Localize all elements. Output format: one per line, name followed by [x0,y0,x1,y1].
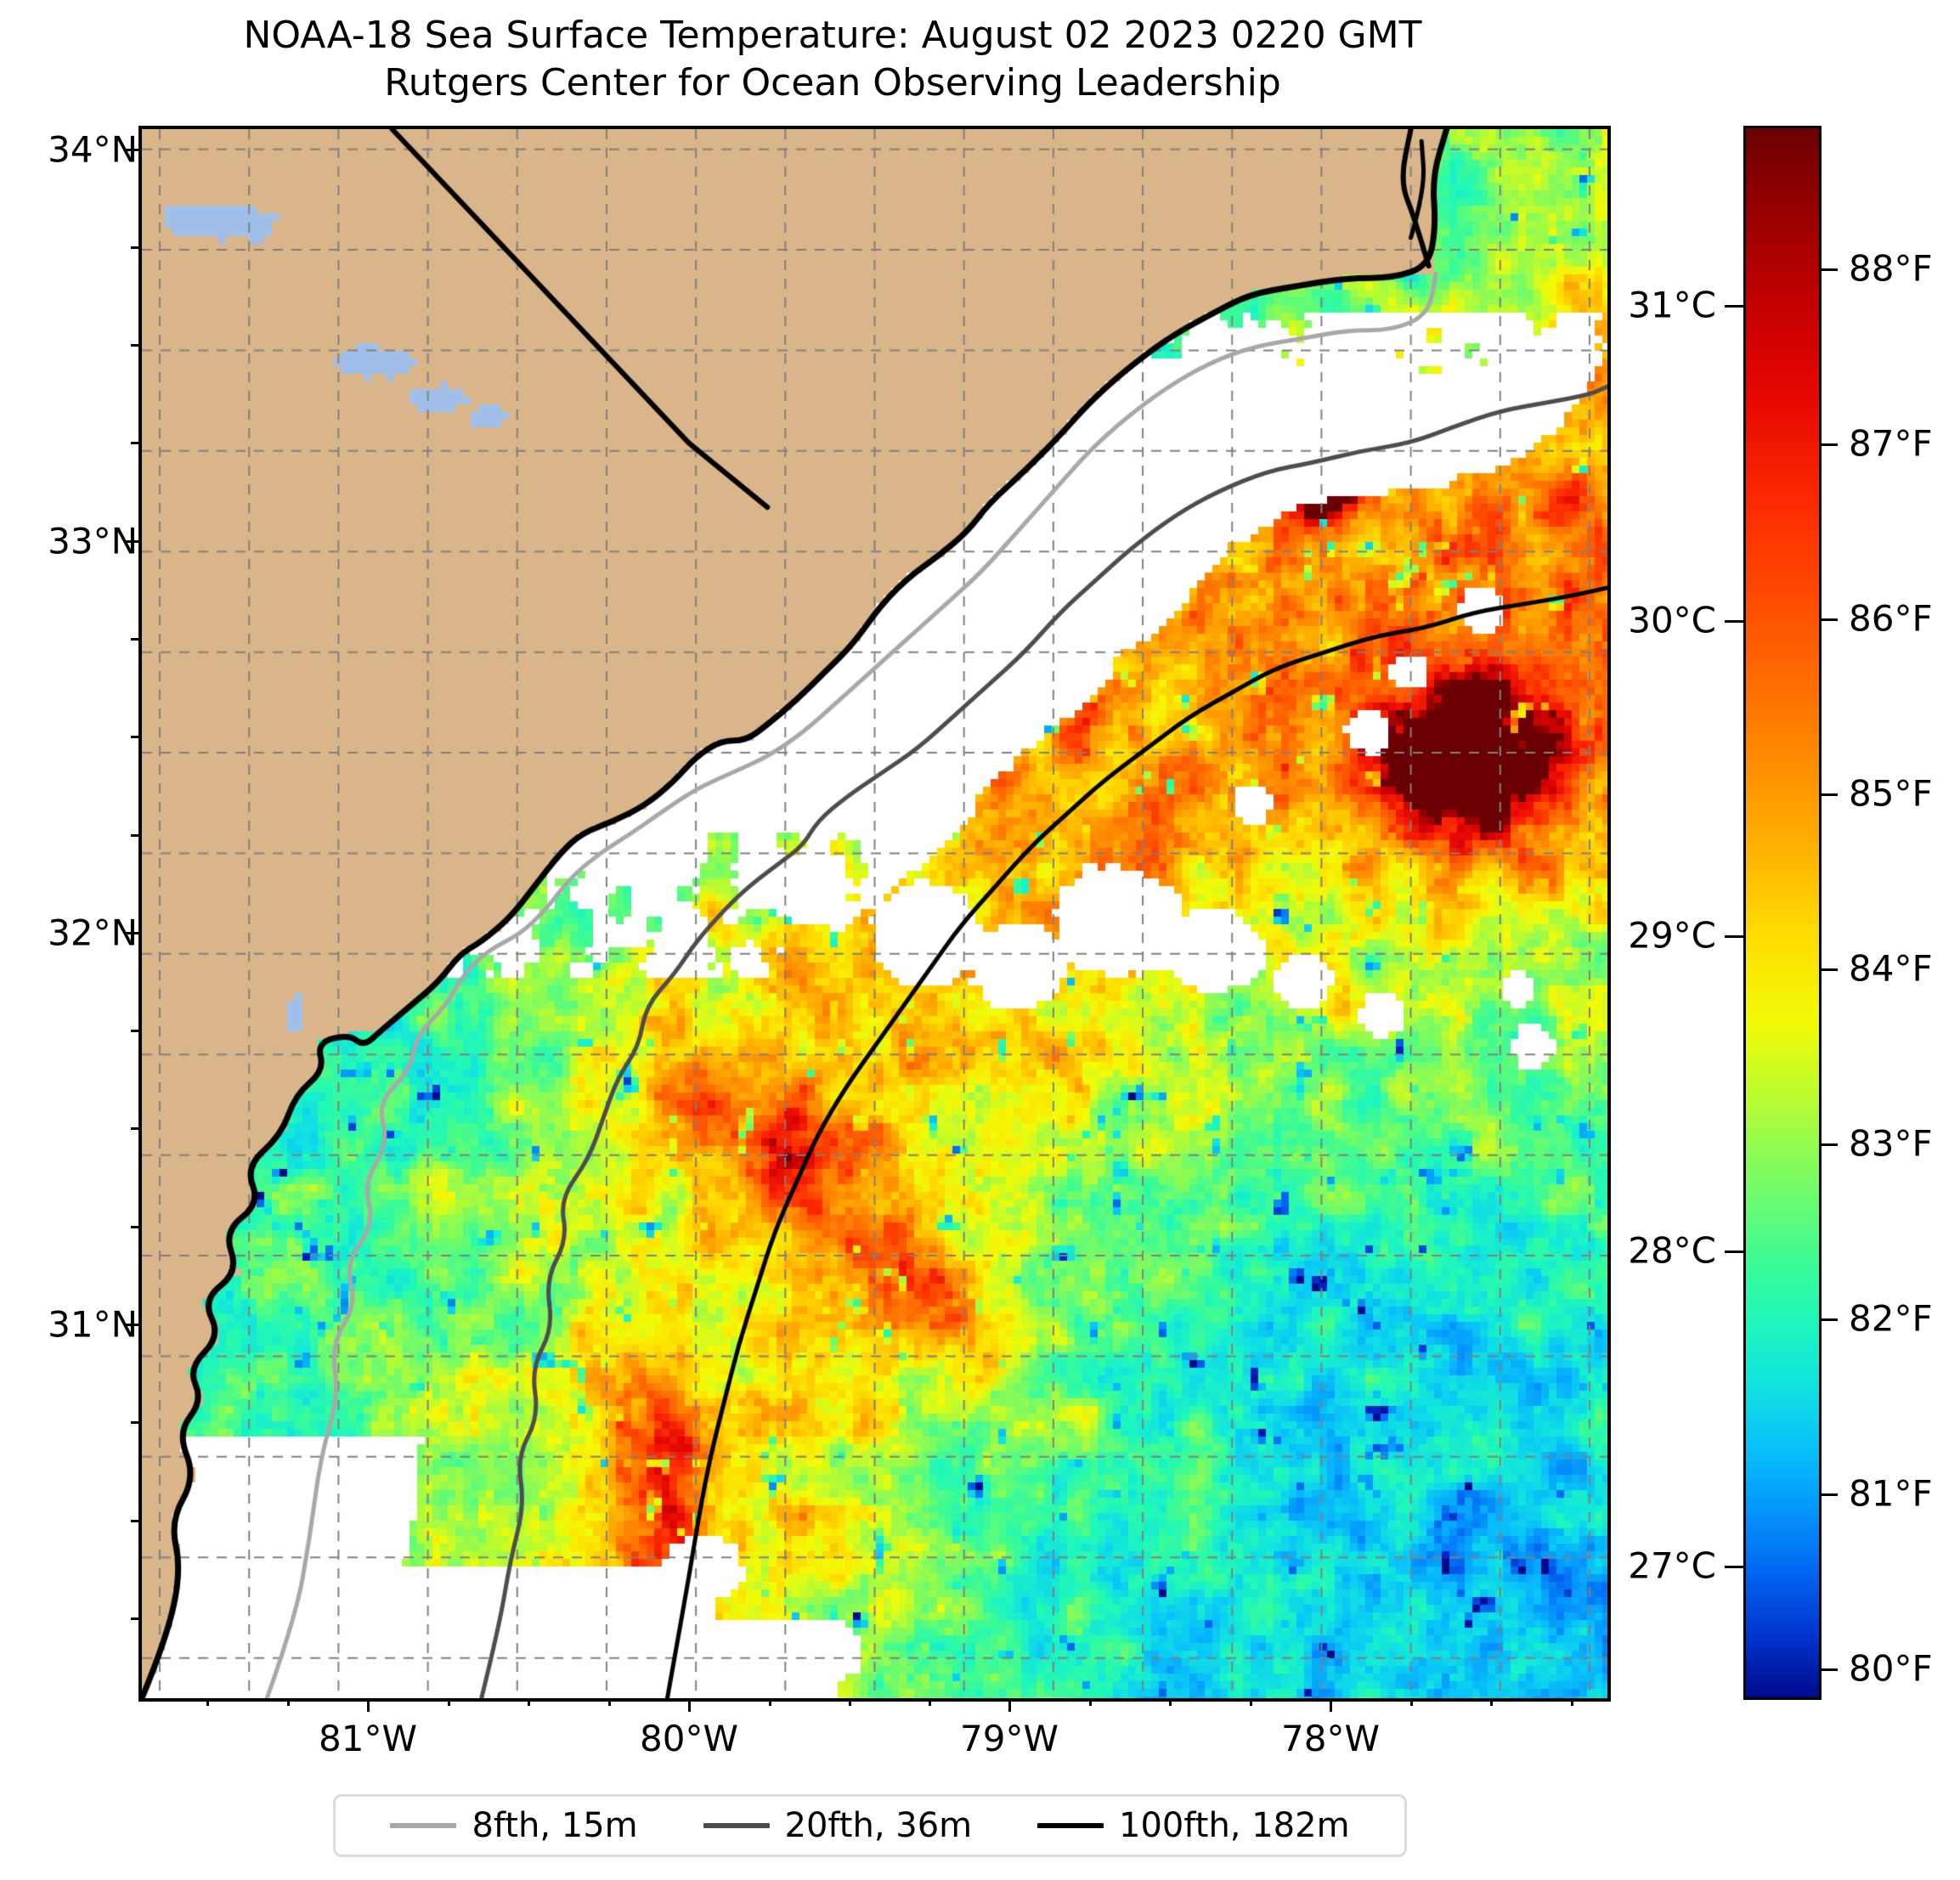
cb-label-81f: 81°F [1849,1472,1933,1515]
cb-tick-80f [1819,1668,1838,1671]
lon-tick-minor [206,1698,209,1706]
legend-item-20fth: 20fth, 36m [703,1806,973,1845]
isobath-legend: 8fth, 15m 20fth, 36m 100fth, 182m [333,1794,1407,1857]
lat-tick-minor [131,1030,138,1032]
lon-tick-minor [849,1698,851,1706]
lon-tick-78w [1330,1698,1332,1712]
legend-label-8fth: 8fth, 15m [472,1806,638,1845]
lat-tick-minor [131,1226,138,1228]
lon-tick-minor [287,1698,290,1706]
cb-label-82f: 82°F [1849,1297,1933,1340]
lat-tick-31n [125,1324,138,1326]
lon-tick-80w [688,1698,691,1712]
lat-tick-minor [131,638,138,641]
cb-label-80f: 80°F [1849,1647,1933,1690]
cb-label-29c: 29°C [1628,914,1716,957]
lat-tick-minor [131,246,138,249]
cb-label-83f: 83°F [1849,1122,1933,1165]
lat-tick-33n [125,540,138,543]
lon-tick-minor [608,1698,611,1706]
cb-tick-86f [1819,618,1838,621]
lon-tick-79w [1008,1698,1011,1712]
lat-tick-minor [131,344,138,347]
lon-tick-minor [929,1698,931,1706]
lon-tick-minor [1410,1698,1413,1706]
legend-label-100fth: 100fth, 182m [1119,1806,1350,1845]
cb-tick-84f [1819,968,1838,971]
lat-tick-minor [131,442,138,444]
legend-line-100fth-icon [1037,1823,1104,1828]
cb-tick-27c [1725,1566,1743,1568]
lat-label-34n: 34°N [48,128,138,171]
legend-line-8fth-icon [390,1823,457,1828]
lat-tick-32n [125,932,138,934]
sst-colorbar [1743,126,1822,1700]
lon-label-81w: 81°W [319,1718,417,1759]
lat-label-32n: 32°N [48,912,138,954]
lon-tick-minor [1490,1698,1493,1706]
lon-label-78w: 78°W [1281,1718,1380,1759]
legend-item-8fth: 8fth, 15m [390,1806,638,1845]
lon-tick-minor [528,1698,530,1706]
chart-title: NOAA-18 Sea Surface Temperature: August … [0,12,1665,108]
cb-label-31c: 31°C [1628,284,1716,326]
cb-tick-30c [1725,620,1743,623]
lon-tick-minor [1571,1698,1573,1706]
lat-tick-minor [131,736,138,738]
lon-tick-minor [448,1698,450,1706]
legend-item-100fth: 100fth, 182m [1037,1806,1350,1845]
cb-tick-31c [1725,305,1743,308]
lat-label-33n: 33°N [48,520,138,562]
cb-label-85f: 85°F [1849,772,1933,815]
cb-label-27c: 27°C [1628,1544,1716,1587]
cb-label-87f: 87°F [1849,422,1933,465]
lat-tick-minor [131,1127,138,1130]
lon-tick-minor [769,1698,771,1706]
cb-label-88f: 88°F [1849,247,1933,290]
lat-tick-minor [131,1421,138,1424]
cb-tick-81f [1819,1493,1838,1496]
cb-tick-29c [1725,935,1743,938]
lat-tick-minor [131,1520,138,1522]
lon-label-79w: 79°W [960,1718,1059,1759]
title-line-1: NOAA-18 Sea Surface Temperature: August … [243,14,1422,57]
lon-tick-minor [1089,1698,1092,1706]
cb-tick-82f [1819,1318,1838,1321]
legend-line-20fth-icon [703,1823,770,1828]
cb-tick-83f [1819,1143,1838,1146]
lon-tick-minor [1169,1698,1172,1706]
cb-label-30c: 30°C [1628,599,1716,641]
lat-label-31n: 31°N [48,1303,138,1346]
cb-label-84f: 84°F [1849,947,1933,990]
legend-label-20fth: 20fth, 36m [784,1806,973,1845]
cb-tick-88f [1819,268,1838,271]
sst-heatmap-canvas [142,129,1607,1698]
lon-label-80w: 80°W [640,1718,738,1759]
title-line-2: Rutgers Center for Ocean Observing Leade… [384,61,1281,105]
cb-tick-87f [1819,443,1838,446]
lat-tick-minor [131,834,138,837]
lat-tick-minor [131,1617,138,1620]
cb-label-28c: 28°C [1628,1229,1716,1272]
lon-tick-81w [367,1698,370,1712]
cb-label-86f: 86°F [1849,597,1933,640]
lat-tick-34n [125,149,138,151]
sst-map-axes [138,126,1611,1702]
lon-tick-minor [1250,1698,1252,1706]
cb-tick-85f [1819,793,1838,796]
cb-tick-28c [1725,1251,1743,1253]
